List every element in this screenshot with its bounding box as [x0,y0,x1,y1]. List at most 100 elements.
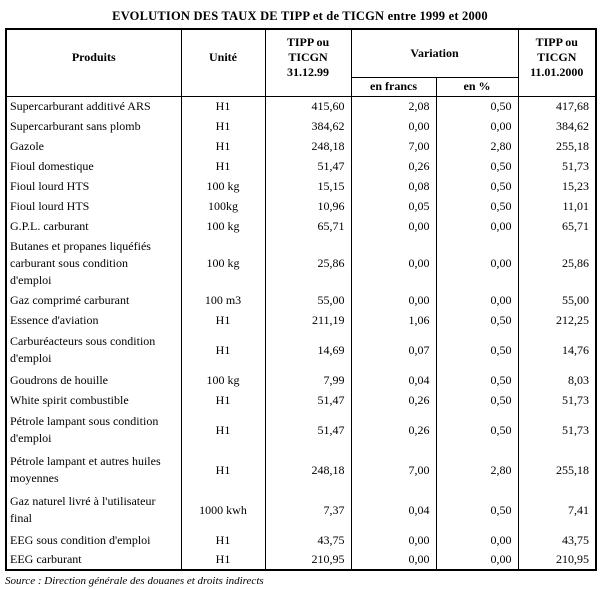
variation-francs-cell: 0,00 [350,290,437,310]
rate-1999-cell: 51,47 [264,156,352,176]
rate-1999-cell: 51,47 [264,390,352,410]
unit-cell: H1 [180,550,266,570]
table-row: Gaz naturel livré à l'utilisateur final … [5,490,597,530]
table-row: Fioul domestique H1 51,47 0,26 0,50 51,7… [5,156,597,176]
variation-pct-cell: 0,00 [435,530,519,550]
tipp-ticgn-rates-table: Produits Unité TIPP ou TICGN 31.12.99 Va… [5,28,598,571]
unit-cell: 100 kg [180,236,266,290]
variation-francs-cell: 0,04 [350,490,437,530]
rate-2000-cell: 65,71 [517,216,597,236]
variation-francs-cell: 7,00 [350,450,437,490]
product-name-cell: Butanes et propanes liquéfiés carburant … [5,236,182,290]
rate-2000-cell: 25,86 [517,236,597,290]
product-name-cell: Fioul domestique [5,156,182,176]
variation-francs-cell: 0,07 [350,330,437,370]
product-name-cell: Gaz naturel livré à l'utilisateur final [5,490,182,530]
unit-cell: H1 [180,390,266,410]
product-name-cell: Gaz comprimé carburant [5,290,182,310]
unit-cell: H1 [180,450,266,490]
unit-cell: H1 [180,530,266,550]
unit-cell: H1 [180,156,266,176]
variation-francs-cell: 0,26 [350,410,437,450]
unit-cell: 100 kg [180,216,266,236]
source-note: Source : Direction générale des douanes … [5,575,264,587]
table-row: G.P.L. carburant 100 kg 65,71 0,00 0,00 … [5,216,597,236]
table-row: Goudrons de houille 100 kg 7,99 0,04 0,5… [5,370,597,390]
unit-cell: 100 m3 [180,290,266,310]
product-name-cell: G.P.L. carburant [5,216,182,236]
rate-1999-cell: 55,00 [264,290,352,310]
table-header: Produits Unité TIPP ou TICGN 31.12.99 Va… [5,28,597,97]
unit-cell: 100 kg [180,370,266,390]
variation-pct-cell: 0,50 [435,96,519,116]
table-row: Gaz comprimé carburant 100 m3 55,00 0,00… [5,290,597,310]
variation-francs-cell: 0,26 [350,390,437,410]
variation-pct-cell: 0,00 [435,290,519,310]
variation-pct-cell: 0,00 [435,116,519,136]
rate-1999-cell: 7,37 [264,490,352,530]
rate-1999-cell: 15,15 [264,176,352,196]
header-row-top: Produits Unité TIPP ou TICGN 31.12.99 Va… [5,28,597,97]
variation-pct-cell: 2,80 [435,450,519,490]
rate-2000-cell: 255,18 [517,450,597,490]
table-row: Essence d'aviation H1 211,19 1,06 0,50 2… [5,310,597,330]
rate-2000-cell: 55,00 [517,290,597,310]
table-row: Supercarburant additivé ARS H1 415,60 2,… [5,96,597,116]
table-row: Butanes et propanes liquéfiés carburant … [5,236,597,290]
variation-francs-cell: 1,06 [350,310,437,330]
rate-2000-cell: 43,75 [517,530,597,550]
product-name-cell: Supercarburant sans plomb [5,116,182,136]
rate-2000-cell: 51,73 [517,156,597,176]
product-name-cell: Fioul lourd HTS [5,176,182,196]
variation-pct-cell: 0,00 [435,550,519,570]
variation-pct-cell: 0,50 [435,196,519,216]
variation-pct-cell: 0,00 [435,236,519,290]
rate-2000-cell: 384,62 [517,116,597,136]
rate-1999-cell: 248,18 [264,450,352,490]
variation-francs-cell: 2,08 [350,96,437,116]
rate-2000-cell: 212,25 [517,310,597,330]
column-header-tipp-1999: TIPP ou TICGN 31.12.99 [264,28,352,97]
variation-pct-cell: 2,80 [435,136,519,156]
variation-francs-cell: 0,00 [350,116,437,136]
rate-1999-cell: 248,18 [264,136,352,156]
rate-2000-cell: 7,41 [517,490,597,530]
product-name-cell: Pétrole lampant sous condition d'emploi [5,410,182,450]
table-row: EEG carburant H1 210,95 0,00 0,00 210,95 [5,550,597,570]
column-header-unite: Unité [180,28,266,97]
rate-2000-cell: 15,23 [517,176,597,196]
column-header-tipp-2000: TIPP ou TICGN 11.01.2000 [517,28,597,97]
variation-pct-cell: 0,50 [435,330,519,370]
product-name-cell: Fioul lourd HTS [5,196,182,216]
product-name-cell: Gazole [5,136,182,156]
unit-cell: H1 [180,96,266,116]
product-name-cell: EEG carburant [5,550,182,570]
table-row: White spirit combustible H1 51,47 0,26 0… [5,390,597,410]
variation-pct-cell: 0,50 [435,310,519,330]
table-row: EEG sous condition d'emploi H1 43,75 0,0… [5,530,597,550]
product-name-cell: Essence d'aviation [5,310,182,330]
rate-2000-cell: 14,76 [517,330,597,370]
rate-1999-cell: 51,47 [264,410,352,450]
product-name-cell: White spirit combustible [5,390,182,410]
rate-2000-cell: 210,95 [517,550,597,570]
variation-francs-cell: 0,08 [350,176,437,196]
variation-francs-cell: 0,00 [350,530,437,550]
product-name-cell: Supercarburant additivé ARS [5,96,182,116]
variation-pct-cell: 0,50 [435,156,519,176]
unit-cell: 1000 kwh [180,490,266,530]
rate-1999-cell: 25,86 [264,236,352,290]
table-row: Carburéacteurs sous condition d'emploi H… [5,330,597,370]
unit-cell: H1 [180,330,266,370]
table-body: Supercarburant additivé ARS H1 415,60 2,… [5,96,597,570]
rate-1999-cell: 384,62 [264,116,352,136]
rate-1999-cell: 211,19 [264,310,352,330]
product-name-cell: Carburéacteurs sous condition d'emploi [5,330,182,370]
rate-2000-cell: 51,73 [517,390,597,410]
table-row: Pétrole lampant sous condition d'emploi … [5,410,597,450]
column-header-en-pct: en % [435,76,519,97]
unit-cell: H1 [180,310,266,330]
variation-pct-cell: 0,50 [435,390,519,410]
rate-1999-cell: 14,69 [264,330,352,370]
product-name-cell: EEG sous condition d'emploi [5,530,182,550]
